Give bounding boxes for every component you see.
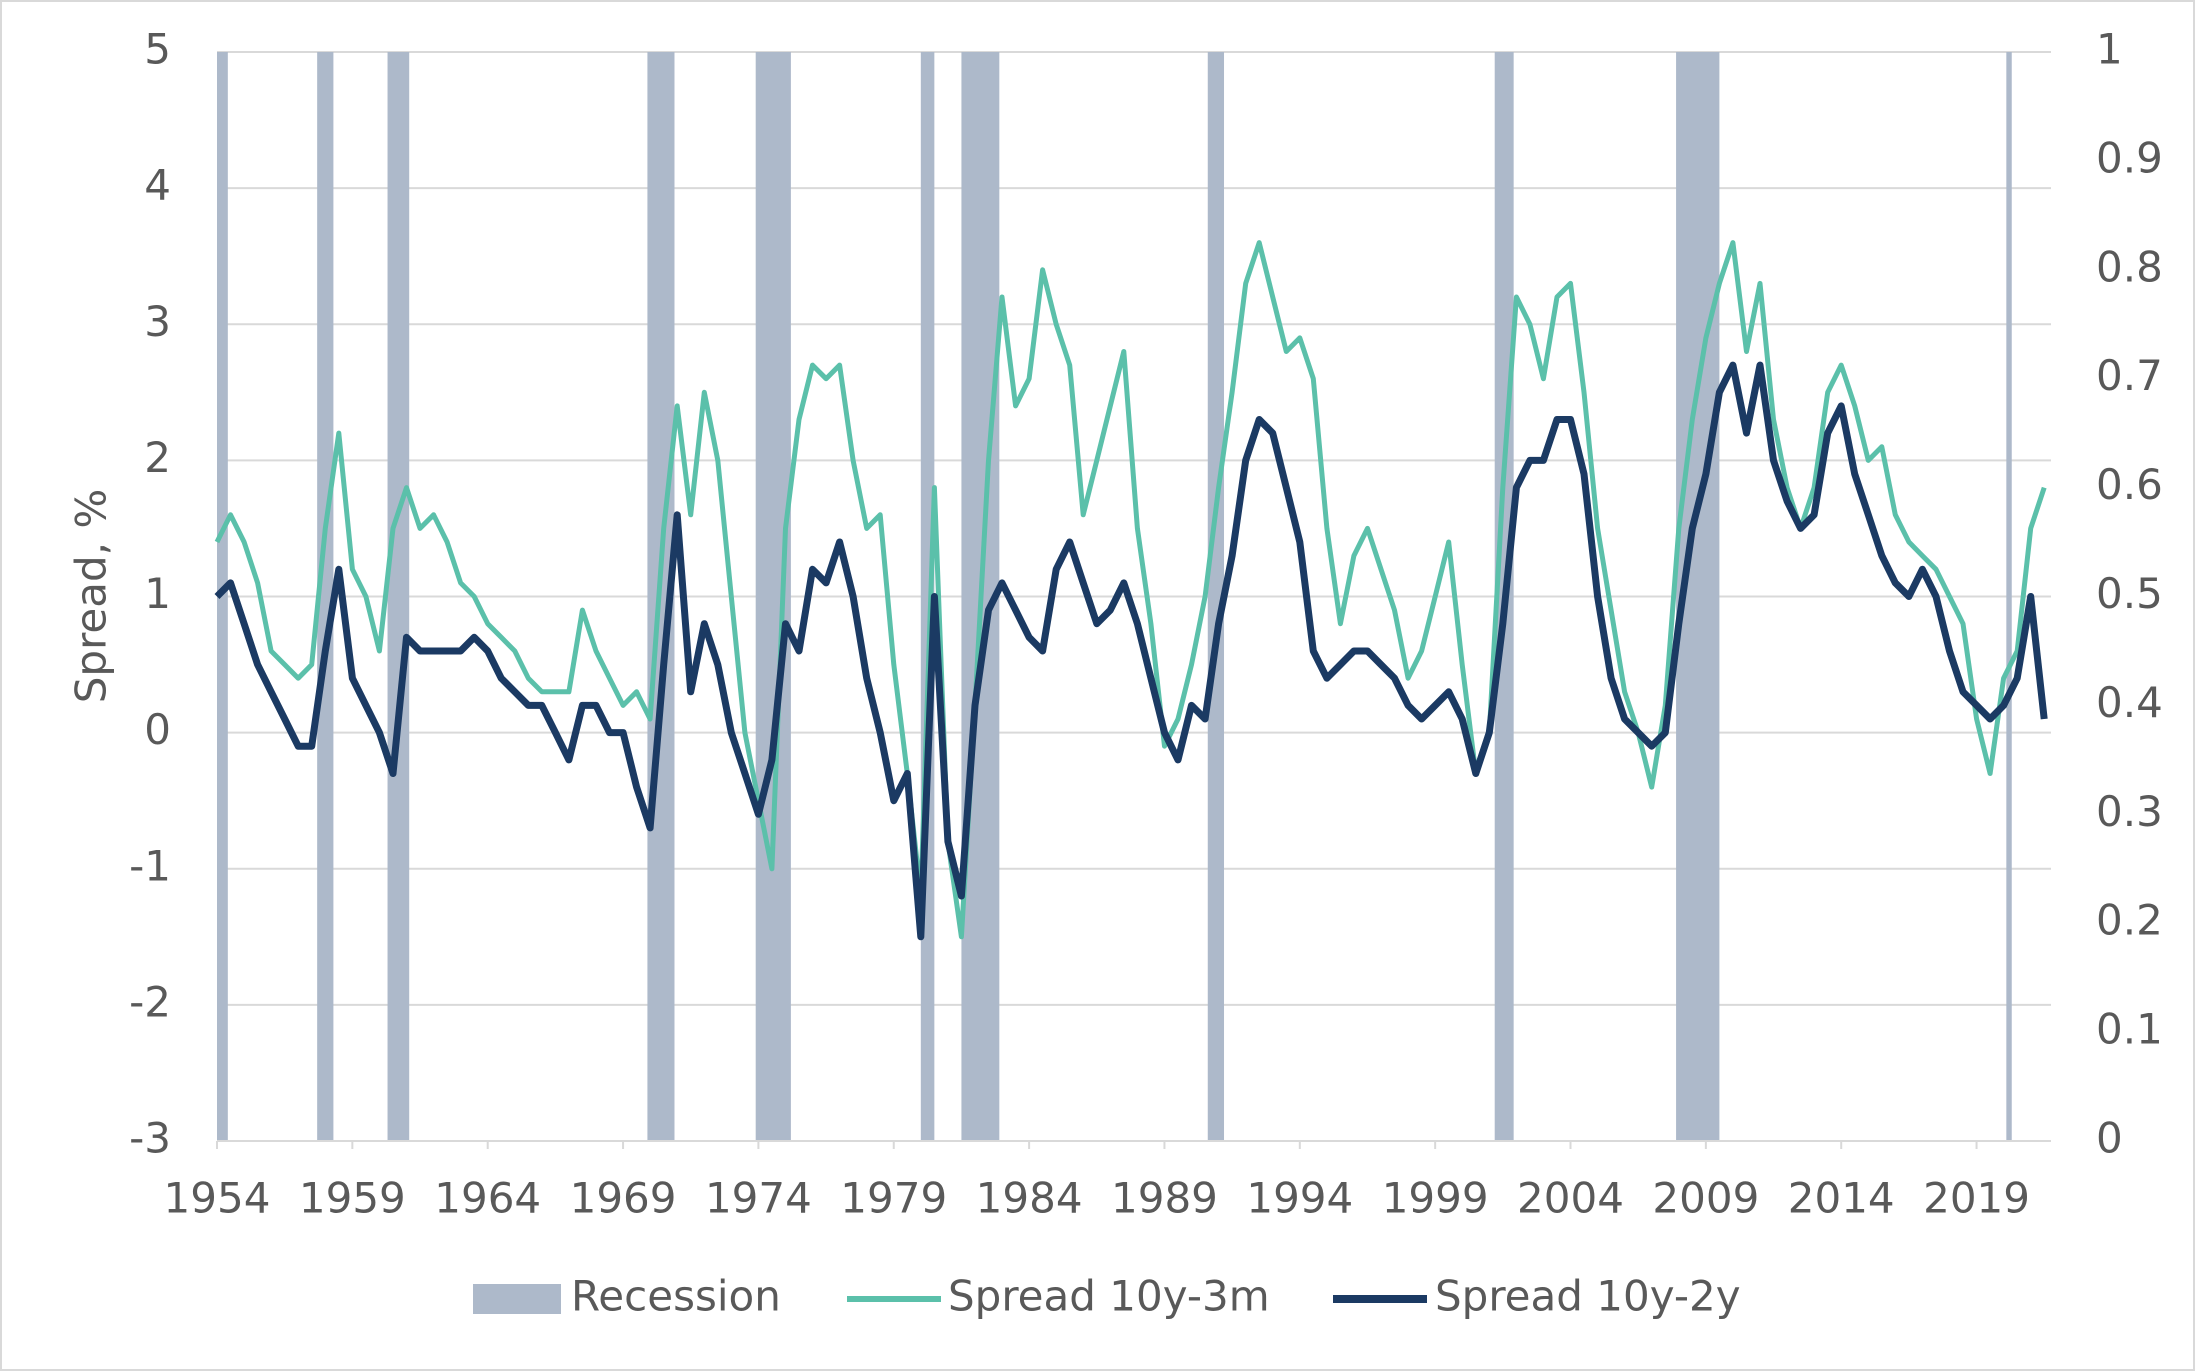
recession-bar [1207,52,1225,1141]
x-tick-label: 2019 [1923,1174,2030,1223]
x-tick-label: 1989 [1111,1174,1218,1223]
legend-label: Recession [571,1272,781,1321]
recession-bar [755,52,791,1141]
legend-swatch [473,1284,561,1314]
y-tick-label: 4 [144,161,171,210]
y2-tick-label: 0.2 [2096,896,2163,945]
x-tick-label: 1954 [164,1174,271,1223]
x-tick-label: 1979 [840,1174,947,1223]
y-tick-label: -2 [129,977,171,1026]
y-tick-label: -3 [129,1114,171,1163]
x-tick-label: 2014 [1788,1174,1895,1223]
y-tick-label: -1 [129,841,171,890]
recession-bar [387,52,410,1141]
x-tick-label: 1984 [976,1174,1083,1223]
y2-tick-label: 0.7 [2096,351,2163,400]
y-tick-label: 3 [144,297,171,346]
x-tick-label: 1964 [434,1174,541,1223]
y2-tick-label: 0.9 [2096,133,2163,182]
y-tick-label: 0 [144,705,171,754]
recession-bar [217,52,228,1141]
x-tick-label: 1959 [299,1174,406,1223]
x-tick-label: 2009 [1652,1174,1759,1223]
legend-label: Spread 10y-2y [1435,1272,1741,1321]
x-tick-label: 1994 [1246,1174,1353,1223]
y2-tick-label: 0 [2096,1114,2123,1163]
y2-tick-label: 0.6 [2096,460,2163,509]
y2-tick-label: 1 [2096,25,2123,74]
y2-tick-label: 0.8 [2096,242,2163,291]
y2-tick-label: 0.4 [2096,678,2163,727]
y2-tick-label: 0.1 [2096,1005,2163,1054]
series-line [214,361,2048,941]
y2-tick-label: 0.3 [2096,787,2163,836]
x-tick-label: 1974 [705,1174,812,1223]
x-tick-label: 1999 [1382,1174,1489,1223]
legend-label: Spread 10y-3m [948,1272,1270,1321]
y-tick-label: 1 [144,569,171,618]
x-tick-label: 1969 [570,1174,677,1223]
recession-bar [317,52,334,1141]
series-line [214,240,2047,940]
y-tick-label: 5 [144,25,171,74]
x-tick-label: 2004 [1517,1174,1624,1223]
y-tick-label: 2 [144,433,171,482]
recession-bar [2006,52,2012,1141]
y2-tick-label: 0.5 [2096,569,2163,618]
y-axis-label: Spread, % [67,489,116,704]
